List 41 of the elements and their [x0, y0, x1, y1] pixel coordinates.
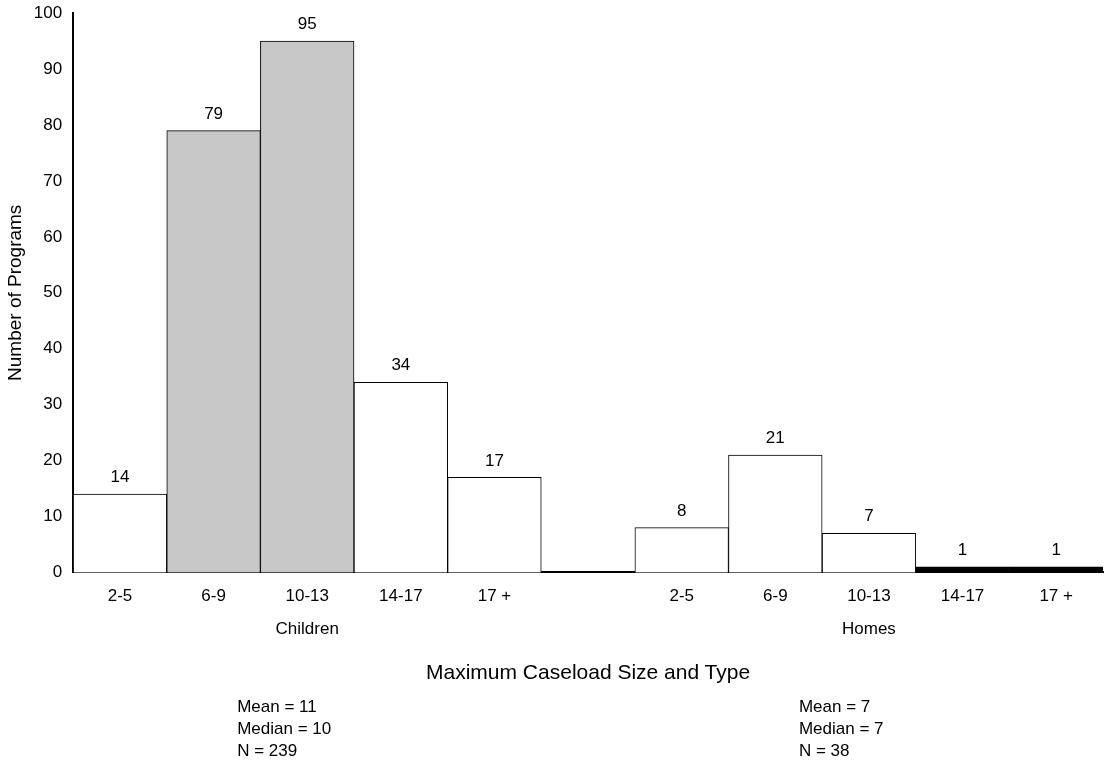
data-label: 21 — [765, 428, 785, 448]
x-tick-label: 2-5 — [107, 586, 133, 606]
x-tick-label: 6-9 — [763, 586, 788, 606]
data-label: 79 — [204, 103, 224, 123]
x-axis-title: Maximum Caseload Size and Type — [426, 660, 751, 684]
text: N = 38 — [798, 740, 851, 762]
text: Homes — [842, 618, 896, 638]
y-tick-label: 20 — [43, 450, 63, 470]
x-tick-label: 2-5 — [669, 586, 694, 606]
data-label: 95 — [297, 14, 317, 34]
data-label: 8 — [676, 500, 687, 520]
y-tick-label: 90 — [43, 58, 63, 78]
y-tick-label: 30 — [43, 394, 63, 414]
text: N = 239 — [237, 740, 299, 762]
text: Median = 10 — [237, 718, 332, 740]
text: Children — [275, 618, 339, 638]
x-tick-label: 17 + — [477, 586, 512, 606]
x-tick-label: 14-17 — [940, 586, 985, 606]
data-label: 1 — [1051, 540, 1061, 559]
y-tick-label: 50 — [43, 282, 63, 302]
y-tick-label: 100 — [33, 2, 63, 22]
data-label: 1 — [957, 540, 968, 559]
x-tick-label: 17 + — [1039, 586, 1074, 606]
y-tick-label: 0 — [52, 562, 63, 582]
y-tick-label: 80 — [43, 114, 63, 134]
text: Mean = 11 — [237, 696, 318, 718]
text: Median = 7 — [798, 718, 884, 740]
text: Mean = 7 — [798, 696, 872, 718]
y-tick-label: 70 — [43, 170, 63, 190]
y-tick-label: 60 — [43, 226, 63, 246]
x-tick-label: 10-13 — [285, 586, 329, 606]
data-label: 7 — [864, 506, 874, 526]
y-tick-label: 40 — [43, 338, 63, 358]
y-axis-title: Number of Programs — [3, 204, 25, 381]
data-label: 14 — [110, 467, 130, 487]
y-tick-label: 10 — [43, 506, 63, 526]
x-tick-label: 10-13 — [847, 586, 891, 606]
data-label: 17 — [485, 450, 504, 470]
data-label: 34 — [391, 355, 411, 375]
x-tick-label: 6-9 — [201, 586, 226, 606]
x-tick-label: 14-17 — [379, 586, 423, 606]
